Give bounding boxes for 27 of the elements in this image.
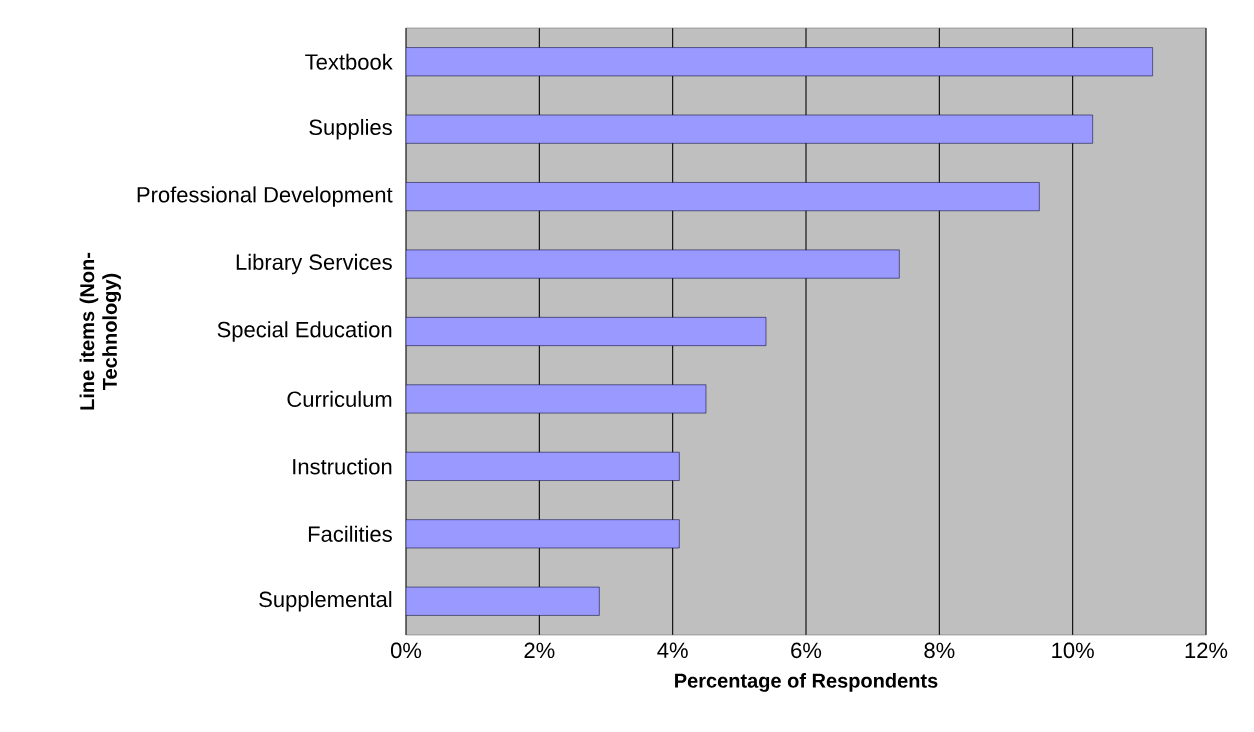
y-tick-label: Facilities [308, 525, 392, 542]
x-tick-label: 0% [390, 642, 422, 659]
bar [406, 114, 1093, 144]
bar [406, 249, 900, 279]
x-tick-label: 4% [657, 642, 688, 658]
bar [406, 519, 680, 549]
bar [406, 451, 680, 481]
y-tick-label: Professional Development [137, 186, 393, 207]
x-tick-label: 6% [791, 642, 822, 659]
y-tick-label: Instruction [293, 458, 392, 475]
bar [406, 47, 1153, 77]
bar [406, 586, 600, 616]
x-axis-title: Percentage of Respondents [675, 673, 938, 692]
x-tick-label: 10% [1052, 642, 1094, 659]
x-tick-label: 12% [1185, 642, 1228, 659]
y-tick-label: Supplies [309, 118, 392, 140]
y-tick-label: Textbook [305, 53, 393, 70]
x-tick-label: 8% [924, 642, 955, 659]
bar [406, 384, 707, 414]
y-tick-label: Supplemental [259, 591, 392, 612]
y-tick-label: Special Education [217, 321, 392, 342]
y-tick-label: Curriculum [287, 390, 392, 408]
bar [406, 182, 1040, 212]
x-tick-label: 2% [524, 642, 555, 659]
y-tick-label: Library Services [236, 253, 392, 275]
bar [406, 317, 767, 346]
y-axis-title: Line items (Non-Technology) [79, 252, 121, 410]
